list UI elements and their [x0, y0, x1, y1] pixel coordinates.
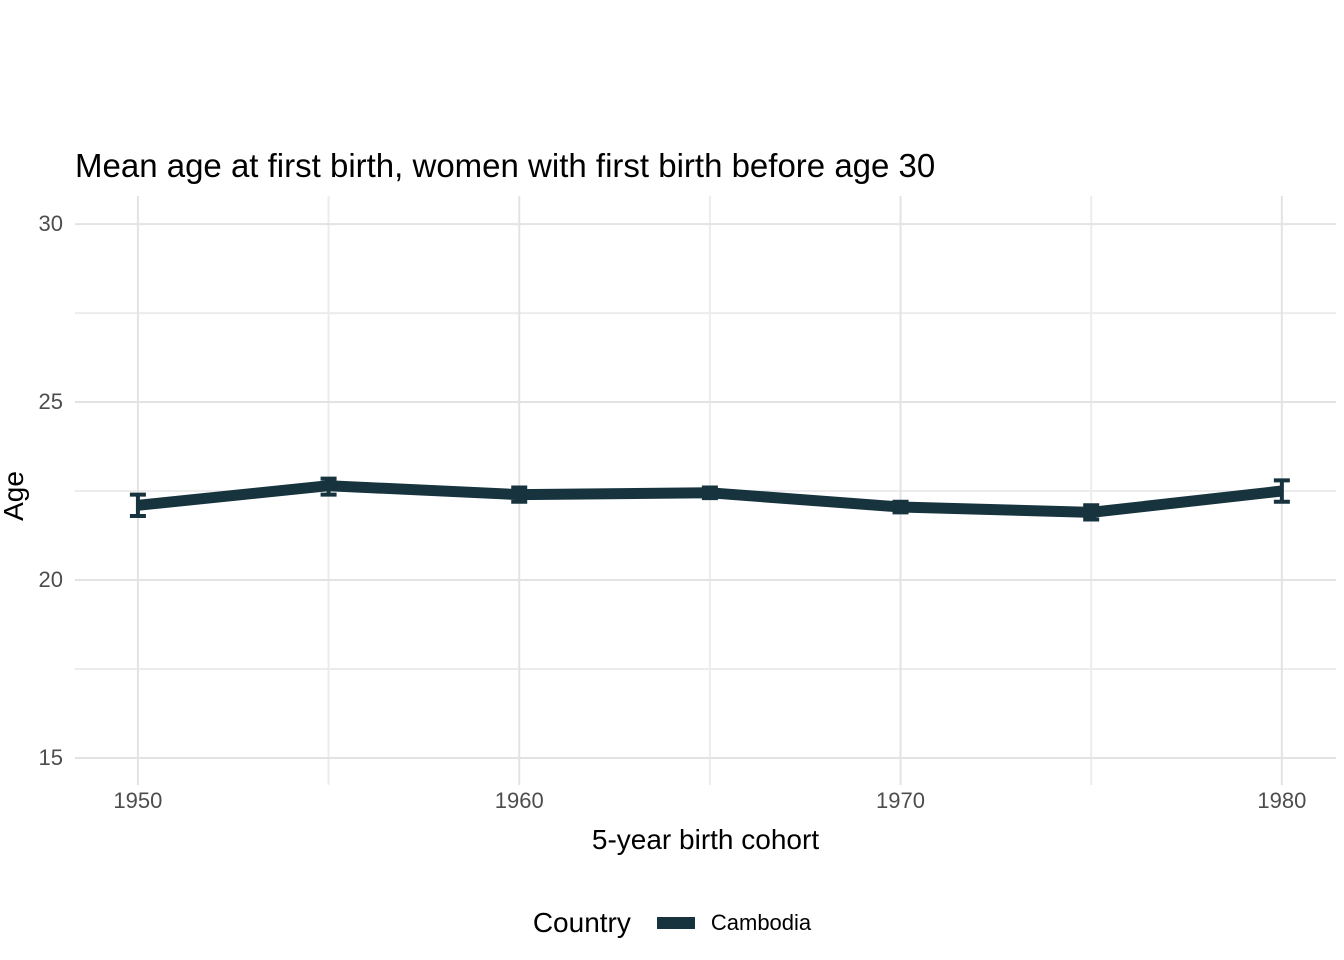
y-tick-label: 20: [38, 567, 63, 592]
x-tick-label: 1960: [494, 788, 544, 813]
y-tick-label: 30: [38, 211, 63, 237]
x-tick-label: 1950: [113, 788, 163, 813]
chart-title: Mean age at first birth, women with firs…: [75, 147, 936, 184]
x-axis-title: 5-year birth cohort: [591, 824, 820, 855]
x-tick-label: 1970: [876, 788, 925, 813]
legend-item-label: Cambodia: [710, 910, 812, 935]
legend-title: Country: [532, 907, 631, 938]
x-tick-label: 1980: [1257, 788, 1307, 813]
y-tick-label: 25: [38, 389, 63, 415]
y-axis-title: Age: [0, 471, 29, 521]
plot-panel: [75, 196, 1336, 785]
y-tick-label: 15: [38, 744, 63, 770]
data-line-cambodia: [137, 480, 1283, 518]
legend-key-line-icon: [656, 917, 695, 929]
legend: Country Cambodia: [0, 898, 1344, 948]
